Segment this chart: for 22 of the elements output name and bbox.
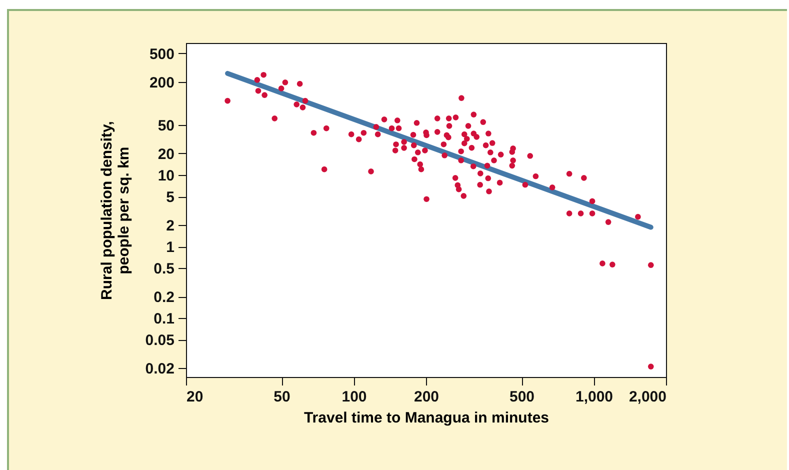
- y-tick-label: 500: [149, 46, 174, 63]
- x-tick-label: 100: [342, 388, 367, 406]
- y-tick-label: 2: [166, 217, 174, 234]
- x-tick-label: 500: [509, 388, 535, 406]
- y-tick-label: 200: [149, 74, 174, 92]
- y-tick-label: 20: [158, 146, 174, 163]
- y-tick-label: 0.02: [145, 360, 174, 378]
- y-tick-label: 0.05: [145, 332, 174, 350]
- y-axis-title: Rural population density, people per sq. km: [98, 121, 132, 300]
- y-tick-label: 5: [166, 189, 174, 206]
- y-tick-label: 1: [166, 239, 174, 256]
- y-tick-label: 50: [158, 117, 174, 134]
- y-tick-label: 0.2: [154, 289, 174, 306]
- x-tick-label: 2,000: [628, 388, 666, 406]
- x-tick-label: 20: [186, 388, 204, 406]
- y-tick-label: 10: [158, 167, 174, 184]
- x-tick-label: 50: [274, 388, 290, 406]
- x-tick-label: 200: [414, 388, 440, 406]
- y-tick-label: 0.5: [154, 260, 174, 278]
- x-tick-label: 1,000: [575, 388, 614, 406]
- x-axis-title: Travel time to Managua in minutes: [304, 410, 550, 426]
- y-tick-label: 0.1: [154, 310, 174, 328]
